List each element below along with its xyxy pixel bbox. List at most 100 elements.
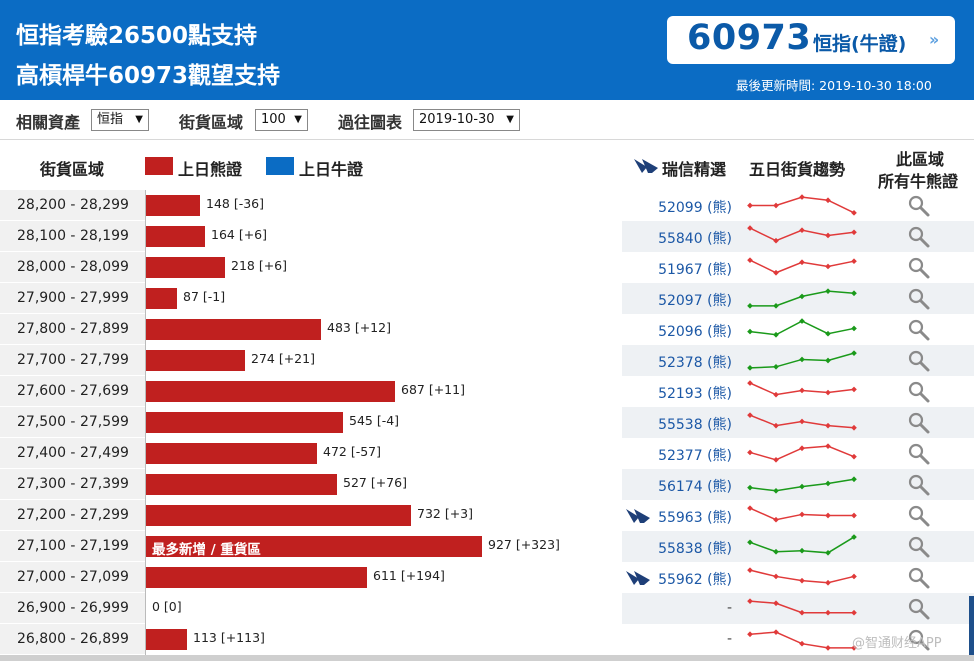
bear-outstanding-bar[interactable]: 最多新增 / 重貨區 [146, 536, 482, 558]
bear-legend-swatch [145, 157, 173, 175]
bear-outstanding-bar[interactable] [146, 350, 245, 371]
pick-warrant-link[interactable]: 52097 (熊) [658, 293, 732, 309]
trend-point [825, 357, 831, 364]
quote-link-label[interactable]: 恒指(牛證) [813, 33, 907, 55]
column-all-line2: 所有牛熊證 [878, 172, 959, 191]
bear-legend-label: 上日熊證 [178, 160, 243, 179]
search-icon[interactable] [907, 566, 931, 590]
trend-point [773, 422, 779, 429]
trend-point [799, 445, 805, 452]
trend-point [851, 350, 857, 356]
double-chevron-right-icon[interactable]: ›› [929, 30, 939, 49]
trend-point [825, 512, 831, 519]
search-icon[interactable] [907, 380, 931, 404]
bear-outstanding-bar[interactable] [146, 443, 317, 464]
search-icon[interactable] [907, 535, 931, 559]
headline-primary: 恒指考驗26500點支持 [16, 23, 258, 49]
trend-point [825, 422, 831, 429]
pick-warrant-link[interactable]: 52099 (熊) [658, 200, 732, 216]
bear-outstanding-bar[interactable] [146, 195, 200, 216]
table-row: 28,200 - 28,299 148 [-36] 52099 (熊) [0, 190, 974, 221]
bear-outstanding-bar[interactable] [146, 226, 205, 247]
search-icon[interactable] [907, 318, 931, 342]
bar-value-label: 732 [+3] [417, 506, 474, 521]
trend-point [825, 443, 831, 449]
search-icon[interactable] [907, 225, 931, 249]
pick-warrant-link[interactable]: 51967 (熊) [658, 262, 732, 278]
bear-outstanding-bar[interactable] [146, 381, 395, 402]
pick-warrant-link[interactable]: 55838 (熊) [658, 541, 732, 557]
trend-point [747, 365, 753, 371]
trend-point [773, 331, 779, 338]
trend-point [799, 577, 805, 584]
bear-outstanding-bar[interactable] [146, 474, 337, 495]
trend-point [747, 380, 753, 386]
search-icon[interactable] [907, 349, 931, 373]
trend-point [773, 600, 779, 607]
column-zone: 街貨區域 [40, 160, 105, 179]
search-icon[interactable] [907, 256, 931, 280]
search-icon[interactable] [907, 442, 931, 466]
search-icon[interactable] [907, 287, 931, 311]
pick-warrant-link[interactable]: 55840 (熊) [658, 231, 732, 247]
zone-select-value: 100 [261, 112, 286, 127]
five-day-trend-sparkline [747, 288, 857, 309]
zone-select[interactable]: 100 ▼ [255, 109, 308, 131]
bear-outstanding-bar[interactable] [146, 505, 411, 526]
pick-warrant-link: - [726, 600, 732, 616]
trend-point [747, 412, 753, 418]
bear-outstanding-bar[interactable] [146, 288, 177, 309]
quote-link-box[interactable]: 60973 恒指(牛證) ›› [667, 16, 955, 64]
history-date-select[interactable]: 2019-10-30 ▼ [413, 109, 520, 131]
zone-range-text: 27,300 - 27,399 [17, 476, 129, 492]
trend-point [825, 389, 831, 396]
trend-point [825, 549, 831, 556]
search-icon[interactable] [907, 597, 931, 621]
column-trend: 五日街貨趨勢 [749, 160, 846, 179]
pick-warrant-link[interactable]: 52096 (熊) [658, 324, 732, 340]
search-icon[interactable] [907, 194, 931, 218]
bar-value-label: 927 [+323] [488, 537, 560, 552]
pick-warrant-link[interactable]: 52377 (熊) [658, 448, 732, 464]
zone-range-text: 27,000 - 27,099 [17, 569, 129, 585]
pick-warrant-link[interactable]: 55963 (熊) [658, 510, 732, 526]
trend-point [773, 629, 779, 635]
five-day-trend-sparkline [747, 225, 857, 244]
zone-range-text: 27,400 - 27,499 [17, 445, 129, 461]
five-day-trend-sparkline [747, 443, 857, 463]
quote-code[interactable]: 60973 [687, 18, 812, 58]
zone-cell: 27,800 - 27,899 [0, 314, 145, 345]
bear-outstanding-bar[interactable] [146, 319, 321, 340]
pick-warrant-link[interactable]: 52193 (熊) [658, 386, 732, 402]
scrollbar-thumb[interactable] [969, 596, 974, 655]
column-all-line1: 此區域 [896, 150, 945, 169]
bear-outstanding-bar[interactable] [146, 412, 343, 433]
bear-outstanding-bar[interactable] [146, 257, 225, 278]
search-icon[interactable] [907, 504, 931, 528]
trend-point [747, 539, 753, 546]
trend-point [799, 547, 805, 554]
pick-warrant-link[interactable]: 55962 (熊) [658, 572, 732, 588]
table-row: 28,000 - 28,099 218 [+6] 51967 (熊) [0, 252, 974, 283]
zone-cell: 27,900 - 27,999 [0, 283, 145, 314]
bear-outstanding-bar[interactable] [146, 629, 187, 650]
zone-cell: 27,000 - 27,099 [0, 562, 145, 593]
pick-warrant-link[interactable]: 55538 (熊) [658, 417, 732, 433]
trend-point [851, 573, 857, 580]
trend-point [773, 303, 779, 309]
search-icon[interactable] [907, 473, 931, 497]
asset-select[interactable]: 恒指 ▼ [91, 109, 149, 131]
search-icon[interactable] [907, 411, 931, 435]
five-day-trend-sparkline [747, 505, 857, 523]
pick-warrant-link[interactable]: 52378 (熊) [658, 355, 732, 371]
bear-outstanding-bar[interactable] [146, 567, 367, 588]
pick-warrant-link[interactable]: 56174 (熊) [658, 479, 732, 495]
horizontal-scrollbar[interactable] [0, 655, 974, 661]
search-icon[interactable] [907, 628, 931, 652]
bull-legend-swatch [266, 157, 294, 175]
trend-point [851, 258, 857, 265]
zone-cell: 28,200 - 28,299 [0, 190, 145, 221]
table-row: 27,800 - 27,899 483 [+12] 52096 (熊) [0, 314, 974, 345]
trend-point [773, 269, 779, 276]
trend-point [851, 476, 857, 483]
